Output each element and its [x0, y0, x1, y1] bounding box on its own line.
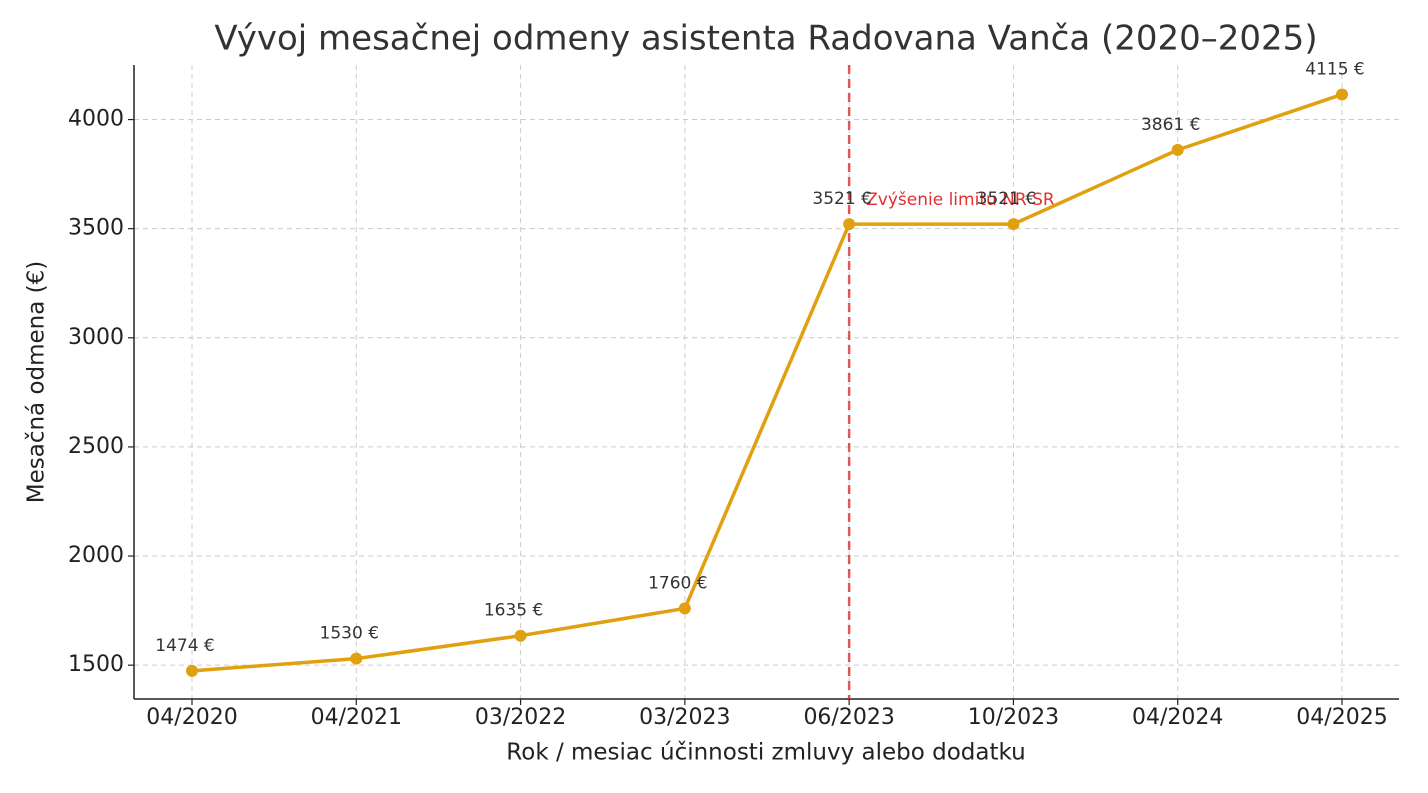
y-axis-label: Mesačná odmena (€) — [24, 261, 50, 504]
data-label: 4115 € — [1305, 59, 1364, 79]
y-tick-label: 2000 — [68, 543, 124, 568]
data-point — [514, 629, 527, 642]
data-label: 3861 € — [1141, 115, 1200, 135]
x-tick-label: 03/2023 — [639, 705, 730, 730]
y-tick-label: 3000 — [68, 325, 124, 350]
x-tick-label: 04/2021 — [311, 705, 402, 730]
y-tick-label: 2500 — [68, 434, 124, 459]
chart-title: Vývoj mesačnej odmeny asistenta Radovana… — [214, 19, 1317, 59]
data-label: 3521 € — [977, 189, 1036, 209]
data-label: 1530 € — [320, 624, 379, 644]
data-label: 1474 € — [155, 636, 214, 656]
x-axis-label: Rok / mesiac účinnosti zmluvy alebo doda… — [506, 740, 1025, 766]
data-point — [1336, 88, 1348, 101]
data-label: 3521 € — [812, 189, 871, 209]
data-point — [678, 602, 691, 615]
x-tick-label: 04/2025 — [1296, 705, 1387, 730]
x-tick-label: 06/2023 — [803, 705, 894, 730]
line-series — [191, 92, 1343, 673]
data-point — [1171, 143, 1184, 156]
data-label: 1635 € — [484, 601, 543, 621]
x-tick-label: 10/2023 — [968, 705, 1059, 730]
x-tick-label: 04/2024 — [1132, 705, 1223, 730]
y-tick-label: 4000 — [68, 107, 124, 132]
y-tick-label: 3500 — [68, 216, 124, 241]
data-point — [186, 664, 198, 677]
y-tick-label: 1500 — [68, 652, 124, 677]
data-point — [1007, 218, 1020, 231]
x-tick-label: 04/2020 — [146, 705, 237, 730]
data-point — [843, 218, 856, 231]
data-label: 1760 € — [648, 573, 707, 593]
annotation-text: Zvýšenie limitu NR SR — [866, 190, 1055, 210]
x-tick-label: 03/2022 — [475, 705, 566, 730]
data-point — [350, 652, 363, 665]
